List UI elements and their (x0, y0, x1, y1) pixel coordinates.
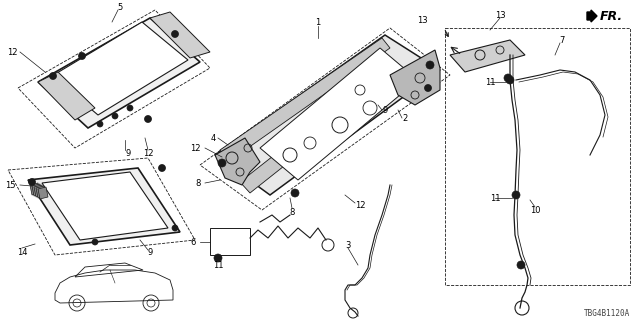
Circle shape (506, 76, 514, 84)
Circle shape (127, 105, 133, 111)
Circle shape (517, 261, 525, 269)
Text: 1: 1 (316, 18, 321, 27)
Text: 12: 12 (7, 47, 17, 57)
Circle shape (112, 113, 118, 119)
Polygon shape (38, 72, 95, 120)
Text: 8: 8 (195, 179, 201, 188)
Polygon shape (215, 138, 260, 185)
Text: 5: 5 (117, 3, 123, 12)
Text: TBG4B1120A: TBG4B1120A (584, 309, 630, 318)
Polygon shape (240, 68, 395, 193)
Text: 9: 9 (382, 106, 388, 115)
Text: 7: 7 (559, 36, 564, 44)
Circle shape (291, 189, 299, 197)
Polygon shape (390, 50, 440, 105)
Circle shape (504, 74, 512, 82)
Circle shape (214, 254, 222, 262)
Text: 2: 2 (403, 114, 408, 123)
Text: 11: 11 (490, 194, 500, 203)
Polygon shape (38, 18, 200, 128)
Text: 13: 13 (417, 15, 428, 25)
Polygon shape (260, 48, 418, 180)
Circle shape (49, 73, 56, 79)
Polygon shape (42, 172, 168, 240)
Circle shape (512, 191, 520, 199)
Text: 9: 9 (147, 247, 152, 257)
Circle shape (92, 239, 98, 245)
Text: 4: 4 (211, 133, 216, 142)
Text: 3: 3 (346, 241, 351, 250)
Circle shape (426, 61, 434, 69)
Polygon shape (34, 185, 44, 197)
Polygon shape (150, 12, 210, 58)
Circle shape (29, 179, 35, 186)
FancyArrow shape (587, 10, 597, 22)
Text: 6: 6 (191, 237, 196, 246)
Polygon shape (215, 35, 440, 195)
Circle shape (218, 159, 226, 167)
Text: 11: 11 (212, 260, 223, 269)
Circle shape (424, 84, 431, 92)
Polygon shape (38, 187, 48, 199)
Circle shape (145, 116, 152, 123)
Polygon shape (32, 184, 42, 196)
Circle shape (79, 52, 86, 60)
Text: 15: 15 (4, 180, 15, 189)
Circle shape (172, 225, 178, 231)
Text: 12: 12 (143, 148, 153, 157)
Circle shape (172, 30, 179, 37)
Text: 9: 9 (125, 148, 131, 157)
Text: 11: 11 (484, 77, 495, 86)
Text: 12: 12 (189, 143, 200, 153)
Text: 10: 10 (530, 205, 540, 214)
Text: 14: 14 (17, 247, 28, 257)
Polygon shape (36, 186, 46, 198)
Text: 13: 13 (495, 11, 506, 20)
Text: FR.: FR. (600, 10, 623, 22)
Text: 8: 8 (289, 207, 294, 217)
Text: 12: 12 (355, 201, 365, 210)
Polygon shape (28, 168, 180, 245)
Polygon shape (450, 40, 525, 72)
Circle shape (97, 121, 103, 127)
Polygon shape (220, 38, 390, 162)
Circle shape (159, 164, 166, 172)
Polygon shape (52, 22, 188, 115)
Polygon shape (30, 183, 40, 195)
